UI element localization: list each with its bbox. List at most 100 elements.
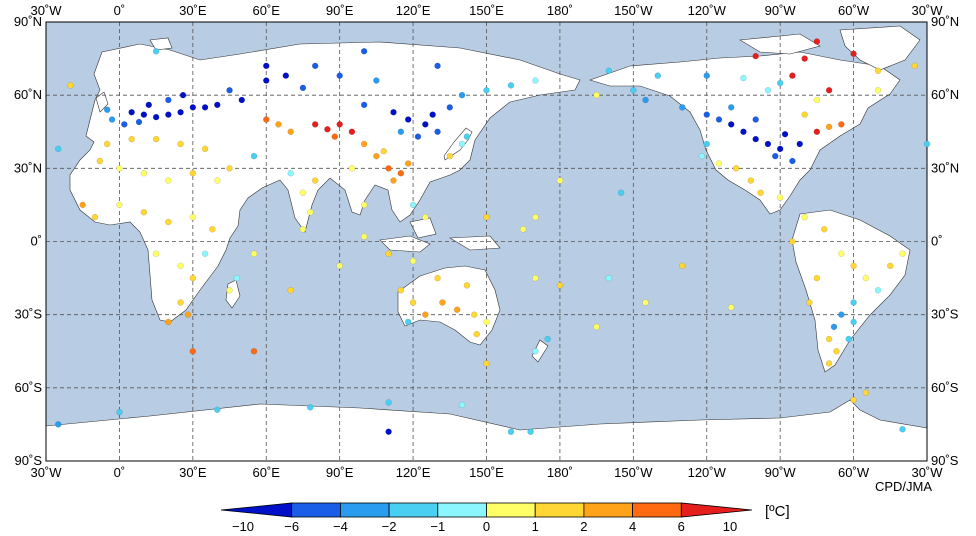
station-point bbox=[184, 311, 192, 318]
station-point bbox=[747, 177, 754, 184]
station-point bbox=[201, 145, 209, 153]
station-point bbox=[128, 135, 135, 143]
station-point bbox=[140, 209, 148, 216]
lat-tick-label: 30˚S bbox=[931, 307, 959, 322]
station-point bbox=[728, 121, 735, 128]
station-point bbox=[471, 311, 478, 318]
station-point bbox=[201, 250, 209, 257]
station-point bbox=[55, 421, 62, 428]
station-point bbox=[446, 104, 453, 111]
lon-tick-label: 60˚E bbox=[253, 3, 281, 18]
station-point bbox=[434, 128, 441, 135]
station-point bbox=[544, 335, 551, 343]
station-point bbox=[360, 140, 368, 148]
station-point bbox=[299, 226, 307, 233]
lat-tick-label: 90˚N bbox=[14, 14, 42, 29]
station-point bbox=[845, 335, 852, 343]
station-point bbox=[397, 128, 405, 135]
station-point bbox=[79, 201, 86, 209]
station-point bbox=[813, 96, 821, 104]
station-point bbox=[422, 311, 429, 318]
station-point bbox=[764, 87, 772, 94]
station-point bbox=[821, 226, 828, 233]
lon-tick-label: 0˚ bbox=[114, 3, 126, 18]
graticule bbox=[46, 22, 927, 461]
station-point bbox=[776, 79, 784, 87]
station-point bbox=[458, 140, 466, 148]
station-point bbox=[483, 213, 490, 221]
station-point bbox=[630, 87, 637, 94]
station-point bbox=[373, 152, 380, 160]
station-point bbox=[776, 194, 784, 201]
station-point bbox=[806, 299, 813, 306]
station-point bbox=[121, 121, 128, 128]
station-point bbox=[116, 201, 123, 209]
station-point bbox=[226, 165, 233, 172]
station-point bbox=[336, 72, 343, 79]
legend-color-bin bbox=[339, 502, 390, 518]
station-point bbox=[532, 77, 539, 84]
station-point bbox=[679, 104, 686, 111]
lon-tick-label: 0˚ bbox=[114, 465, 126, 480]
lon-tick-label: 90˚E bbox=[326, 3, 354, 18]
lon-tick-label: 60˚W bbox=[838, 3, 870, 18]
station-point bbox=[483, 87, 490, 94]
station-point bbox=[360, 201, 368, 209]
station-point bbox=[813, 128, 821, 135]
station-point bbox=[923, 140, 931, 148]
station-point bbox=[642, 96, 649, 104]
station-point bbox=[287, 128, 294, 135]
legend-tick-label: 1 bbox=[532, 519, 539, 534]
station-point bbox=[177, 140, 184, 148]
lat-tick-label: 30˚S bbox=[15, 307, 43, 322]
station-point bbox=[179, 91, 187, 99]
station-point bbox=[373, 77, 380, 84]
station-point bbox=[520, 226, 527, 233]
axis-top-labels: 30˚W 0˚ 30˚E 60˚E 90˚E 120˚E 150˚E 180˚ 150˚W 120… bbox=[30, 3, 943, 18]
station-point bbox=[825, 360, 833, 367]
station-point bbox=[453, 306, 461, 313]
station-point bbox=[801, 213, 808, 221]
axis-left-labels: 90˚N 60˚N 30˚N 0˚ 30˚S 60˚S 90˚S bbox=[14, 14, 43, 468]
lon-tick-label: 120˚W bbox=[688, 465, 727, 480]
station-point bbox=[348, 165, 356, 172]
lon-tick-label: 60˚W bbox=[838, 465, 870, 480]
station-point bbox=[838, 121, 845, 128]
station-point bbox=[764, 140, 772, 148]
station-point bbox=[715, 160, 723, 167]
station-point bbox=[862, 389, 870, 396]
lat-tick-label: 90˚S bbox=[15, 453, 43, 468]
station-point bbox=[307, 209, 314, 216]
station-point bbox=[331, 133, 338, 140]
station-point bbox=[299, 189, 307, 196]
station-point bbox=[654, 72, 662, 79]
lon-tick-label: 90˚W bbox=[765, 3, 797, 18]
station-point bbox=[152, 113, 160, 121]
station-point bbox=[789, 72, 796, 79]
station-point bbox=[434, 274, 441, 282]
station-point bbox=[140, 111, 148, 118]
station-point bbox=[385, 165, 392, 172]
station-point bbox=[165, 96, 172, 104]
station-point bbox=[409, 299, 417, 306]
station-point bbox=[209, 226, 216, 233]
station-point bbox=[233, 274, 241, 282]
station-point bbox=[874, 287, 882, 294]
station-point bbox=[348, 128, 356, 135]
station-point bbox=[813, 274, 821, 282]
station-point bbox=[189, 213, 197, 221]
station-point bbox=[390, 109, 397, 116]
station-point bbox=[103, 106, 111, 114]
station-point bbox=[360, 101, 368, 109]
station-point bbox=[177, 262, 184, 270]
station-point bbox=[850, 299, 857, 306]
lat-tick-label: 90˚S bbox=[931, 453, 959, 468]
lon-tick-label: 30˚W bbox=[30, 3, 62, 18]
station-point bbox=[397, 170, 405, 177]
station-point bbox=[177, 299, 184, 306]
station-point bbox=[463, 282, 471, 289]
station-point bbox=[397, 287, 405, 294]
station-point bbox=[483, 360, 490, 367]
station-point bbox=[385, 399, 392, 406]
